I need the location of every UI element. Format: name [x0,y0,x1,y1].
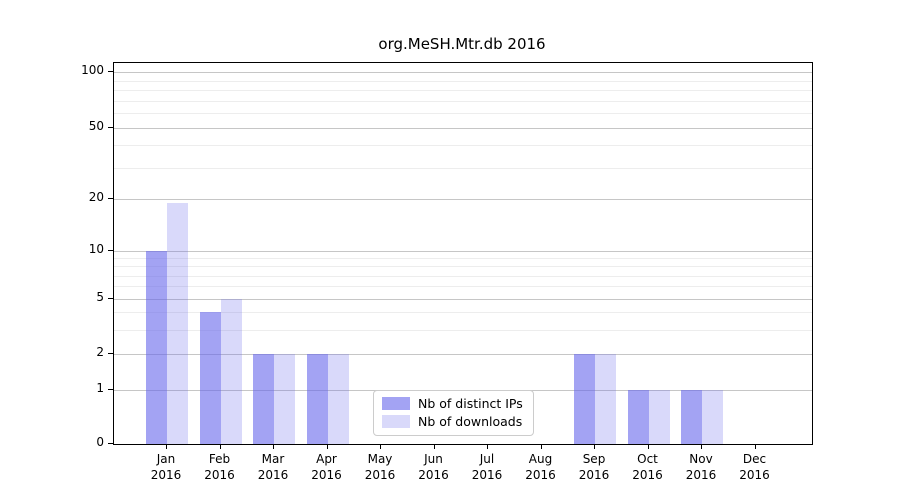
x-tick-label-sep: Sep 2016 [562,451,626,483]
minor-gridline [114,275,812,277]
bar-distinct-ips-apr [306,354,328,444]
x-tick-mark [433,444,435,449]
y-tick-label: 2 [96,345,104,359]
major-gridline [114,199,812,200]
minor-gridline [114,286,812,288]
legend-swatch-distinct-ips [382,397,410,410]
y-tick-label: 1 [96,381,104,395]
x-tick-mark [594,444,595,449]
legend-swatch-downloads [382,415,410,428]
minor-gridline [114,167,812,169]
y-tick-label: 50 [88,119,104,133]
x-tick-label-jul: Jul 2016 [455,451,519,483]
y-tick-label: 0 [96,435,104,449]
x-tick-mark [754,444,756,449]
y-tick-mark [108,389,113,390]
x-tick-mark [166,444,167,449]
bar-downloads-feb [220,299,242,444]
chart-title: org.MeSH.Mtr.db 2016 [378,35,546,53]
major-gridline [114,299,812,300]
x-tick-year: 2016 [311,468,342,482]
x-tick-mark [701,444,702,449]
x-tick-year: 2016 [685,468,717,482]
x-tick-label-mar: Mar 2016 [241,451,305,483]
x-tick-label-may: May 2016 [348,451,412,483]
bar-distinct-ips-sep [574,354,595,444]
y-tick-label: 100 [81,63,104,77]
major-gridline [114,251,812,252]
y-tick-mark [108,127,113,128]
x-tick-year: 2016 [257,468,289,482]
minor-gridline [114,113,812,115]
minor-gridline [114,258,812,260]
y-tick-label: 20 [88,190,104,204]
x-tick-label-jan: Jan 2016 [134,451,198,483]
bar-distinct-ips-oct [627,390,649,444]
x-tick-label-aug: Aug 2016 [509,451,573,483]
x-tick-mark [273,444,274,449]
minor-gridline [114,90,812,92]
y-tick-mark [108,71,113,72]
bar-distinct-ips-nov [681,390,702,444]
minor-gridline [114,100,812,102]
y-tick-label: 10 [88,242,104,256]
bar-downloads-apr [327,354,349,444]
minor-gridline [114,312,812,314]
x-tick-year: 2016 [150,468,182,482]
x-tick-year: 2016 [632,468,663,482]
x-tick-year: 2016 [364,468,396,482]
major-gridline [114,354,812,355]
major-gridline [114,128,812,129]
minor-gridline [114,329,812,331]
legend-item-downloads: Nb of downloads [382,414,523,429]
x-tick-label-apr: Apr 2016 [295,451,359,483]
x-tick-label-oct: Oct 2016 [616,451,680,483]
x-tick-label-nov: Nov 2016 [669,451,733,483]
x-tick-label-jun: Jun 2016 [402,451,466,483]
y-tick-mark [108,198,113,199]
y-tick-label: 5 [96,290,104,304]
x-tick-year: 2016 [204,468,235,482]
x-tick-label-dec: Dec 2016 [723,451,787,483]
y-tick-mark [108,353,113,354]
plot-area [113,62,813,445]
bar-downloads-oct [648,390,670,444]
bar-downloads-sep [595,354,616,444]
x-tick-year: 2016 [471,468,503,482]
legend: Nb of distinct IPs Nb of downloads [373,390,534,436]
y-tick-mark [108,250,113,251]
bar-distinct-ips-jan [146,251,167,444]
minor-gridline [114,266,812,268]
x-tick-year: 2016 [525,468,556,482]
x-tick-mark [540,444,542,449]
x-tick-year: 2016 [418,468,449,482]
legend-label-distinct-ips: Nb of distinct IPs [418,396,523,411]
minor-gridline [114,80,812,82]
major-gridline [114,72,812,73]
bar-downloads-mar [274,354,295,444]
bar-downloads-nov [702,390,723,444]
x-tick-mark [380,444,381,449]
x-tick-mark [647,444,649,449]
y-tick-mark [108,298,113,299]
x-tick-mark [326,444,328,449]
x-tick-mark [219,444,221,449]
bar-downloads-jan [167,202,188,444]
x-tick-year: 2016 [578,468,610,482]
bar-distinct-ips-mar [253,354,274,444]
x-tick-label-feb: Feb 2016 [188,451,252,483]
x-tick-year: 2016 [739,468,770,482]
bar-distinct-ips-feb [199,312,221,444]
legend-item-distinct-ips: Nb of distinct IPs [382,396,523,411]
legend-label-downloads: Nb of downloads [418,414,523,429]
x-tick-mark [487,444,488,449]
minor-gridline [114,145,812,147]
y-tick-mark [108,443,113,444]
